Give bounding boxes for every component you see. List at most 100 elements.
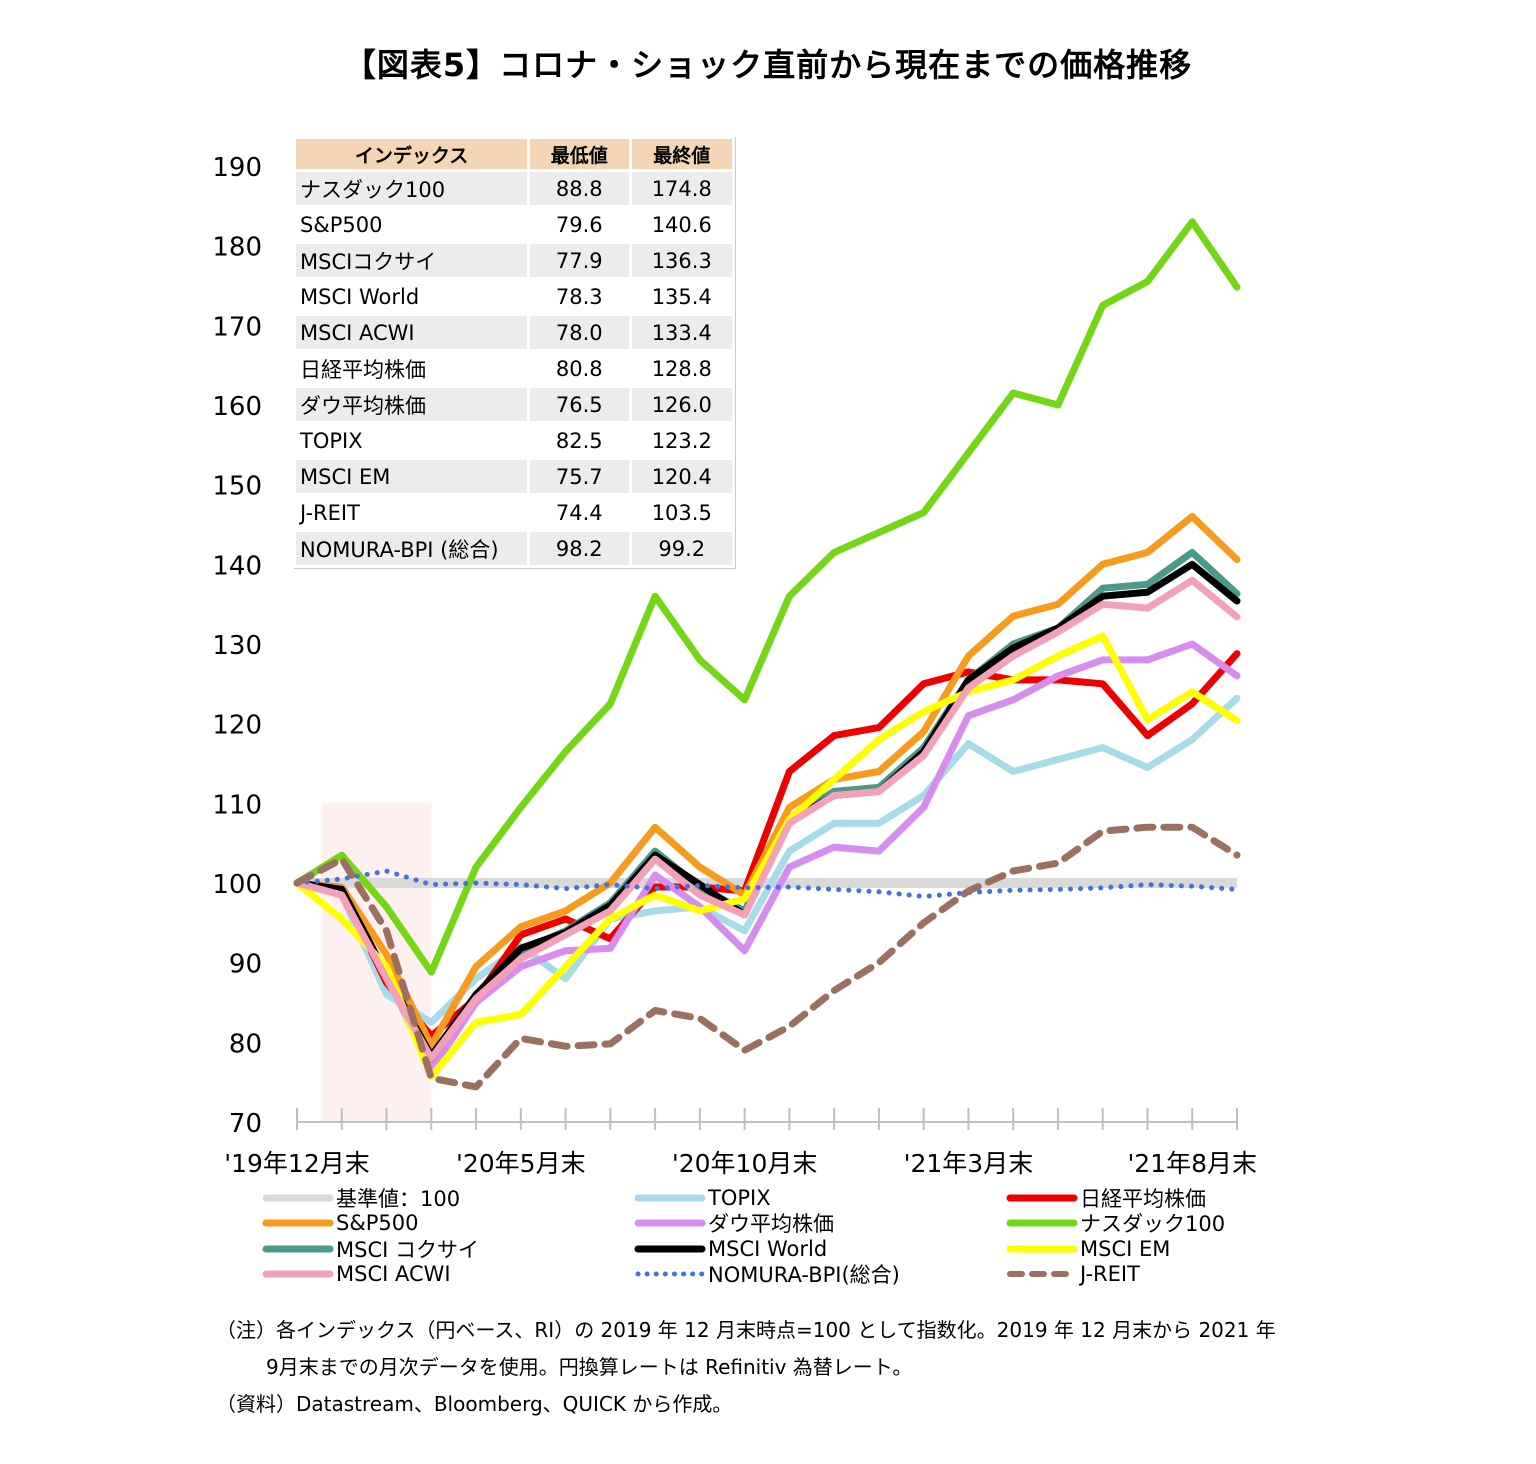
- series-line: [293, 640, 1241, 1074]
- table-header-min: 最低値: [530, 139, 629, 169]
- table-cell-index: ナスダック100: [296, 172, 528, 205]
- legend-item: ナスダック100: [1006, 1211, 1225, 1236]
- table-cell-index: NOMURA-BPI (総合): [296, 532, 528, 565]
- series-line: [293, 632, 1241, 1081]
- series-line: [293, 823, 1241, 1091]
- legend-item: 基準値：100: [262, 1186, 461, 1211]
- legend-item: ダウ平均株価: [634, 1211, 834, 1236]
- table-cell-min: 78.0: [530, 316, 629, 349]
- note-line-1: （注）各インデックス（円ベース、RI）の 2019 年 12 月末時点=100 …: [216, 1318, 1276, 1342]
- table-cell-last: 99.2: [631, 532, 732, 565]
- table-cell-index: 日経平均株価: [300, 357, 426, 382]
- table-header-row: インデックス 最低値 最終値: [296, 139, 732, 169]
- table-cell-index: MSCI ACWI: [296, 316, 528, 349]
- table-cell-index: TOPIX: [300, 428, 363, 453]
- legend-label: NOMURA-BPI(総合): [708, 1263, 900, 1287]
- table-row: TOPIX 82.5 123.2: [296, 424, 732, 457]
- table-cell-min: 88.8: [530, 172, 629, 205]
- legend-swatch: [262, 1270, 334, 1278]
- y-tick-label: 140: [212, 551, 262, 581]
- legend-swatch: [634, 1219, 706, 1227]
- series-line: [293, 576, 1241, 1062]
- legend-swatch: [1006, 1245, 1078, 1253]
- note-line-2: 9月末までの月次データを使用。円換算レートは Refinitiv 為替レート。: [266, 1355, 913, 1379]
- table-cell-index: ダウ平均株価: [296, 388, 528, 421]
- table-row: MSCI ACWI 78.0 133.4: [296, 316, 732, 349]
- legend-swatch: [262, 1245, 334, 1253]
- series-line: [293, 548, 1241, 1063]
- legend-swatch: [635, 1271, 705, 1277]
- legend-item: 日経平均株価: [1006, 1186, 1206, 1211]
- y-tick-label: 80: [229, 1029, 262, 1059]
- table-cell-last: 174.8: [631, 172, 732, 205]
- series-line: [293, 218, 1241, 976]
- x-tick-label: '21年8月末: [1127, 1149, 1257, 1178]
- legend-label: MSCI World: [708, 1237, 828, 1261]
- table-cell-last: 123.2: [651, 428, 712, 453]
- table-cell-index: MSCI World: [300, 284, 420, 309]
- table-row: J-REIT 74.4 103.5: [296, 496, 732, 529]
- legend-label: MSCI ACWI: [336, 1262, 451, 1286]
- y-tick-label: 180: [212, 233, 262, 263]
- table-row: S&P500 79.6 140.6: [296, 208, 732, 241]
- legend-item: J-REIT: [1006, 1262, 1140, 1286]
- x-tick-label: '20年5月末: [456, 1149, 586, 1178]
- table-header-last: 最終値: [631, 139, 732, 169]
- legend-item: TOPIX: [634, 1186, 771, 1210]
- x-tick-label: '19年12月末: [224, 1149, 370, 1178]
- y-tick-label: 190: [212, 153, 262, 183]
- table-cell-last: 133.4: [631, 316, 732, 349]
- source-line: （資料）Datastream、Bloomberg、QUICK から作成。: [216, 1392, 733, 1416]
- y-tick-label: 150: [212, 472, 262, 502]
- legend-swatch: [262, 1219, 334, 1227]
- legend-item: MSCI コクサイ: [262, 1237, 479, 1262]
- legend: 基準値：100 TOPIX 日経平均株価 S&P500 ダウ平均株価 ナスダック100 MS…: [262, 1186, 1322, 1290]
- table-row: MSCI EM 75.7 120.4: [296, 460, 732, 493]
- legend-label: 日経平均株価: [1080, 1187, 1206, 1211]
- table-cell-last: 126.0: [631, 388, 732, 421]
- series-line: [293, 513, 1241, 1049]
- table-row: 日経平均株価 80.8 128.8: [296, 352, 732, 385]
- table-row: MSCIコクサイ 77.9 136.3: [296, 244, 732, 277]
- table-cell-last: 135.4: [651, 284, 712, 309]
- table-cell-index: MSCIコクサイ: [296, 244, 528, 277]
- table-row: ダウ平均株価 76.5 126.0: [296, 388, 732, 421]
- y-tick-label: 120: [212, 711, 262, 741]
- line-chart: 70 80 90 100 110 120 130 140 150 160 170 180 190 '19年…: [212, 153, 1257, 1178]
- legend-item: S&P500: [262, 1211, 418, 1235]
- table-cell-min: 79.6: [555, 212, 603, 237]
- y-tick-label: 100: [212, 870, 262, 900]
- legend-item: MSCI ACWI: [262, 1262, 451, 1286]
- legend-swatch: [1006, 1219, 1078, 1227]
- table-header-index: インデックス: [296, 139, 528, 169]
- legend-item: MSCI World: [634, 1237, 827, 1261]
- series-line: [294, 868, 1240, 899]
- y-tick-label: 160: [212, 392, 262, 422]
- table-row: ナスダック100 88.8 174.8: [296, 172, 732, 205]
- table-cell-min: 74.4: [555, 500, 603, 525]
- y-tick-label: 90: [229, 950, 262, 980]
- table-cell-min: 78.3: [555, 284, 603, 309]
- table-cell-last: 136.3: [631, 244, 732, 277]
- table-cell-last: 120.4: [631, 460, 732, 493]
- legend-label: TOPIX: [708, 1186, 771, 1210]
- legend-swatch: [1006, 1194, 1078, 1202]
- legend-label: MSCI コクサイ: [336, 1238, 479, 1262]
- table-cell-min: 82.5: [555, 428, 603, 453]
- legend-label: S&P500: [336, 1211, 419, 1235]
- table-cell-min: 76.5: [530, 388, 629, 421]
- table-cell-min: 98.2: [530, 532, 629, 565]
- chart-title: 【図表5】コロナ・ショック直前から現在までの価格推移: [343, 46, 1193, 84]
- stats-table: インデックス 最低値 最終値 ナスダック100 88.8 174.8 S&P500 79…: [293, 136, 735, 568]
- legend-label: 基準値：100: [336, 1187, 461, 1211]
- table-cell-min: 77.9: [530, 244, 629, 277]
- table-cell-index: J-REIT: [300, 500, 360, 525]
- legend-item: NOMURA-BPI(総合): [634, 1262, 900, 1287]
- y-tick-label: 70: [229, 1109, 262, 1139]
- legend-swatch: [1007, 1271, 1077, 1277]
- legend-swatch: [634, 1245, 706, 1253]
- y-tick-label: 170: [212, 312, 262, 342]
- table-cell-last: 128.8: [651, 356, 712, 381]
- table-cell-index: MSCI EM: [296, 460, 528, 493]
- notes: （注）各インデックス（円ベース、RI）の 2019 年 12 月末時点=100 …: [216, 1312, 1316, 1423]
